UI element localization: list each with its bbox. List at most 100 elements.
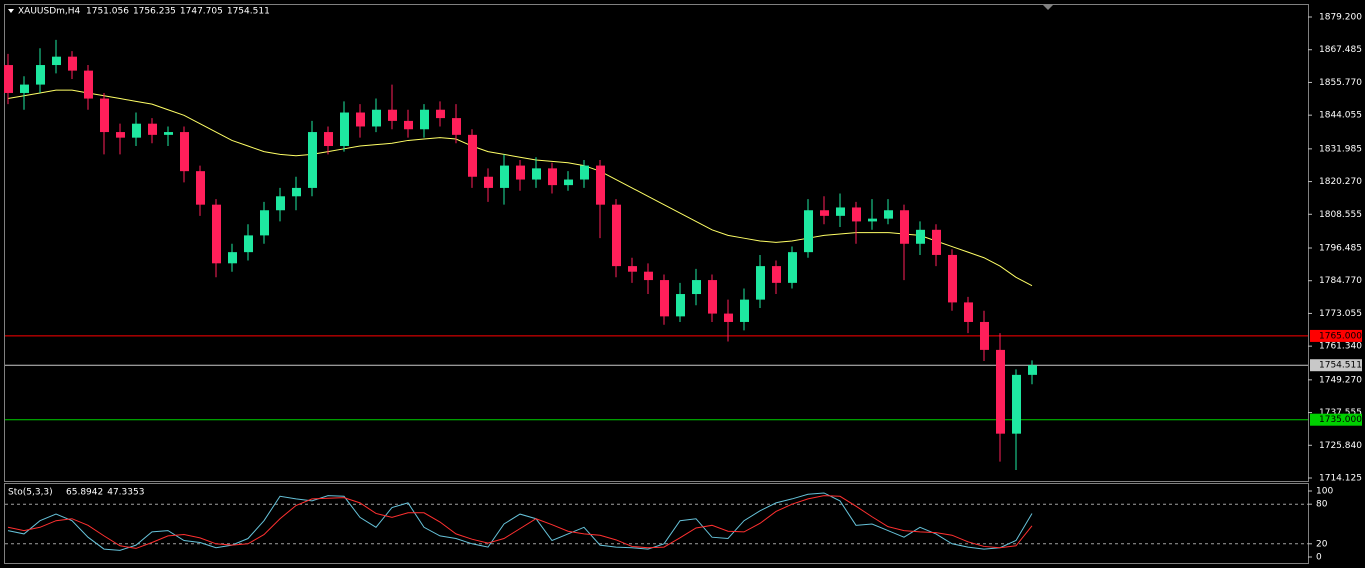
y-tick-label: 1831.985 [1319,144,1362,154]
candle-body [196,171,205,205]
candle-body [628,266,637,272]
y-tick-label: 1844.055 [1319,111,1362,121]
candle-body [676,294,685,317]
candle-body [84,70,93,99]
candle-body [292,187,301,197]
candle-body [948,254,957,303]
candle-body [116,132,125,138]
candle-body [228,252,237,264]
candle-body [932,229,941,255]
candle-body [340,112,349,147]
y-tick-label: 1737.555 [1319,408,1362,418]
level-label: 1754.511 [1319,361,1362,371]
candle-body [900,210,909,244]
y-tick-label: 20 [1316,539,1328,549]
candle-body [36,65,45,85]
candle-body [500,165,509,188]
candle-body [484,176,493,188]
candle-body [68,56,77,71]
header-value: 1751.056 [86,7,129,17]
candle-body [356,112,365,127]
candle-body [180,132,189,172]
candle-body [868,218,877,222]
candle-body [260,210,269,236]
y-tick-label: 1714.125 [1319,473,1362,483]
y-tick-label: 0 [1316,553,1322,563]
indicator-frame [4,483,1309,564]
candle-body [516,165,525,180]
candle-body [884,210,893,219]
y-tick-label: 1796.485 [1319,243,1362,253]
header-value: 1756.235 [133,7,176,17]
chart-title: XAUUSDm,H4 [18,7,81,17]
candle-body [644,271,653,281]
candle-body [820,210,829,216]
candle-body [564,179,573,186]
candle-body [708,280,717,314]
candle-body [532,168,541,180]
y-tick-label: 1820.270 [1319,177,1362,187]
candle-body [52,56,61,66]
candle-body [388,109,397,121]
y-tick-label: 1773.055 [1319,309,1362,319]
candle-body [452,118,461,135]
candle-body [852,207,861,222]
y-tick-label: 1867.485 [1319,45,1362,55]
y-tick-label: 1855.770 [1319,78,1362,88]
indicator-line [7,492,1033,551]
candle-body [916,229,925,244]
candle-body [132,123,141,138]
y-tick-label: 80 [1316,500,1328,510]
indicator-title: Sto(5,3,3) [8,488,53,498]
y-tick-label: 1808.555 [1319,210,1362,220]
candle-body [20,84,29,93]
candle-body [404,120,413,130]
candle-body [996,349,1005,434]
moving-average [7,89,1033,287]
candle-body [420,109,429,130]
menu-triangle [8,9,14,13]
candle-body [980,321,989,350]
candle-body [580,165,589,180]
indicator-readout: 65.8942 [66,488,103,498]
candle-body [692,280,701,295]
candle-body [436,109,445,119]
y-tick-label: 100 [1316,487,1333,497]
candle-body [788,252,797,283]
candle-body [596,165,605,205]
candle-body [804,210,813,253]
indicator-readout: 47.3353 [107,488,144,498]
header-value: 1754.511 [227,7,270,17]
y-tick-label: 1749.270 [1319,375,1362,385]
level-tag [1310,329,1362,342]
header-value: 1747.705 [180,7,223,17]
shift-marker [1043,5,1053,10]
candle-body [244,235,253,253]
y-tick-label: 1725.840 [1319,441,1362,451]
candle-body [740,299,749,322]
candle-body [772,266,781,283]
candle-body [372,109,381,127]
candle-body [964,302,973,322]
candle-body [612,204,621,267]
candle-body [724,313,733,322]
candle-body [148,123,157,135]
y-tick-label: 1879.200 [1319,13,1362,23]
y-tick-label: 1784.770 [1319,276,1362,286]
main-frame [4,4,1309,482]
indicator-line [7,495,1033,549]
candle-body [660,280,669,317]
level-label: 1735.000 [1319,415,1362,425]
candle-body [164,132,173,135]
candle-body [468,134,477,177]
candle-body [756,266,765,300]
candle-body [308,132,317,188]
y-tick-label: 1761.340 [1319,342,1362,352]
candle-body [100,98,109,133]
level-tag [1310,413,1362,426]
level-tag [1310,359,1362,372]
candle-body [548,168,557,186]
candle-body [836,207,845,216]
